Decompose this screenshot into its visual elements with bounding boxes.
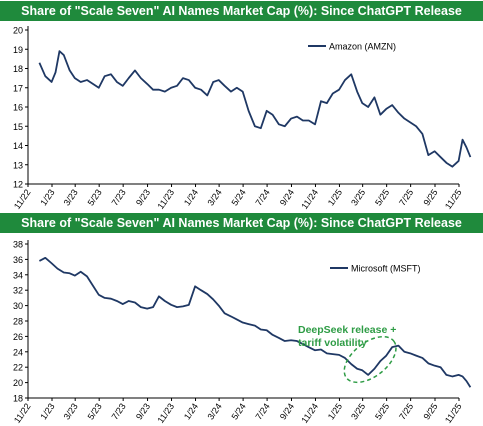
legend-label: Amazon (AMZN) [329, 42, 396, 52]
x-tick-label: 5/24 [229, 401, 247, 421]
y-tick-label: 22 [13, 363, 23, 373]
x-tick-label: 11/23 [155, 401, 176, 425]
y-tick-label: 20 [13, 26, 23, 36]
x-tick-label: 3/23 [62, 187, 80, 207]
x-tick-label: 1/23 [38, 401, 56, 421]
series-line [38, 256, 472, 388]
series-line [38, 50, 472, 168]
x-tick-label: 7/23 [110, 401, 128, 421]
x-tick-label: 9/24 [278, 401, 296, 421]
x-tick-label: 7/24 [253, 401, 271, 421]
x-tick-label: 3/24 [206, 187, 224, 207]
y-tick-label: 15 [13, 122, 23, 132]
annotation-text-line1: DeepSeek release + [298, 324, 396, 336]
y-tick-label: 30 [13, 301, 23, 311]
x-tick-label: 3/23 [62, 401, 80, 421]
y-tick-label: 19 [13, 45, 23, 55]
annotation-text-line2: tariff volatility [298, 337, 367, 349]
microsoft-line-chart: 18 20 22 24 26 28 30 32 34 36 38 11/22 1/23 3/23 5/23 7… [12, 240, 472, 425]
x-tick-label: 11/24 [299, 401, 320, 425]
x-tick-label: 11/23 [155, 187, 176, 211]
amazon-chart-panel: Share of "Scale Seven" AI Names Market C… [0, 0, 483, 212]
y-tick-label: 20 [13, 378, 23, 388]
x-tick-label: 3/25 [349, 187, 367, 207]
x-tick-label: 9/23 [134, 401, 152, 421]
legend-label: Microsoft (MSFT) [351, 264, 421, 274]
y-tick-label: 26 [13, 332, 23, 342]
annotation-ellipse [343, 335, 397, 384]
x-tick-label: 7/23 [110, 187, 128, 207]
microsoft-chart-title: Share of "Scale Seven" AI Names Market C… [0, 213, 483, 233]
x-tick-label: 1/24 [182, 401, 200, 421]
y-tick-label: 38 [13, 240, 23, 250]
x-tick-label: 5/25 [373, 401, 391, 421]
x-tick-label: 11/22 [12, 401, 33, 425]
y-tick-label: 28 [13, 317, 23, 327]
x-tick-label: 1/25 [326, 187, 344, 207]
x-tick-label: 11/25 [443, 401, 464, 425]
amazon-line-chart: 12 13 14 15 16 17 18 19 20 11/22 1/23 3/23 5/23 7/23 9… [12, 26, 472, 211]
x-tick-label: 11/25 [443, 187, 464, 211]
x-tick-label: 7/24 [253, 187, 271, 207]
y-tick-label: 32 [13, 286, 23, 296]
y-tick-label: 34 [13, 270, 23, 280]
x-tick-label: 9/25 [421, 401, 439, 421]
y-tick-label: 17 [13, 83, 23, 93]
y-tick-label: 13 [13, 160, 23, 170]
x-tick-label: 3/24 [206, 401, 224, 421]
x-tick-label: 7/25 [397, 401, 415, 421]
x-tick-label: 1/25 [326, 401, 344, 421]
x-tick-label: 7/25 [397, 187, 415, 207]
y-tick-label: 36 [13, 255, 23, 265]
x-tick-label: 9/23 [134, 187, 152, 207]
x-tick-label: 5/24 [229, 187, 247, 207]
y-tick-label: 12 [13, 180, 23, 190]
x-tick-label: 5/23 [86, 401, 104, 421]
x-tick-label: 5/25 [373, 187, 391, 207]
microsoft-chart-panel: Share of "Scale Seven" AI Names Market C… [0, 212, 483, 426]
y-tick-label: 16 [13, 103, 23, 113]
y-tick-label: 24 [13, 347, 23, 357]
x-tick-label: 11/24 [299, 187, 320, 211]
x-tick-label: 3/25 [349, 401, 367, 421]
x-tick-label: 9/25 [421, 187, 439, 207]
y-tick-label: 18 [13, 64, 23, 74]
y-tick-label: 18 [13, 394, 23, 404]
x-tick-label: 1/24 [182, 187, 200, 207]
x-tick-label: 1/23 [38, 187, 56, 207]
x-tick-label: 9/24 [278, 187, 296, 207]
x-tick-label: 11/22 [12, 187, 33, 211]
y-tick-label: 14 [13, 141, 23, 151]
amazon-chart-title: Share of "Scale Seven" AI Names Market C… [0, 1, 483, 21]
x-tick-label: 5/23 [86, 187, 104, 207]
